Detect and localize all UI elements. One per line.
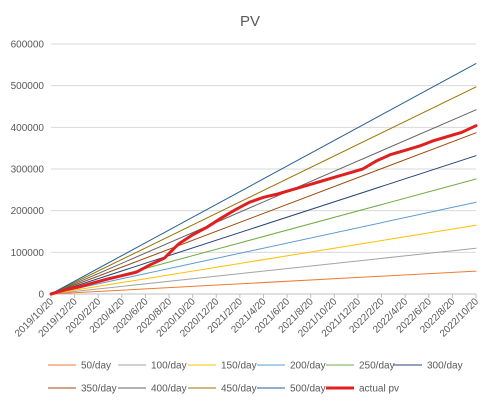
legend-item: 200/day: [257, 361, 326, 372]
legend-item: 100/day: [118, 361, 187, 372]
gridlines: [51, 43, 476, 295]
series-line-300-day: [50, 155, 477, 295]
legend-label: 350/day: [81, 384, 117, 395]
legend-label: 300/day: [427, 361, 463, 372]
series-line-50-day: [50, 270, 477, 295]
y-tick-label: 600000: [11, 40, 45, 51]
series-line-150-day: [50, 224, 477, 295]
series-line-400-day: [50, 109, 477, 295]
legend-label: 500/day: [290, 384, 326, 395]
legend-label: 200/day: [290, 361, 326, 372]
legend-item: 400/day: [118, 384, 187, 395]
legend-item: actual pv: [326, 384, 399, 395]
legend-item: 500/day: [257, 384, 326, 395]
legend-label: 100/day: [151, 361, 187, 372]
legend-item: 150/day: [188, 361, 257, 372]
legend-label: 50/day: [81, 361, 111, 372]
series-line-350-day: [50, 132, 477, 295]
legend-label: actual pv: [359, 384, 399, 395]
legend-item: 450/day: [188, 384, 257, 395]
series-line-500-day: [50, 63, 477, 295]
legend-item: 250/day: [326, 361, 395, 372]
chart-title: PV: [240, 13, 260, 30]
y-tick-label: 300000: [11, 165, 45, 176]
legend: 50/day 100/day 150/day 200/day 250/day 300/da…: [48, 361, 463, 395]
legend-label: 250/day: [359, 361, 395, 372]
y-tick-label: 400000: [11, 123, 45, 134]
legend-label: 450/day: [221, 384, 257, 395]
y-tick-label: 200000: [11, 206, 45, 217]
y-axis: 0 100000 200000 300000 400000 500000 600000: [11, 40, 45, 301]
series-line-100-day: [50, 247, 477, 295]
legend-label: 400/day: [151, 384, 187, 395]
series-lines: [49, 63, 478, 296]
legend-item: 300/day: [394, 361, 463, 372]
legend-item: 350/day: [48, 384, 117, 395]
legend-label: 150/day: [221, 361, 257, 372]
series-line-200-day: [50, 201, 477, 295]
series-line-actual-pv: [49, 124, 478, 296]
series-line-450-day: [50, 86, 477, 295]
y-tick-label: 100000: [11, 248, 45, 259]
y-tick-label: 500000: [11, 81, 45, 92]
y-tick-label: 0: [38, 290, 44, 301]
x-axis: 2019/10/202019/12/202020/2/202020/4/2020…: [13, 293, 481, 340]
legend-item: 50/day: [48, 361, 111, 372]
